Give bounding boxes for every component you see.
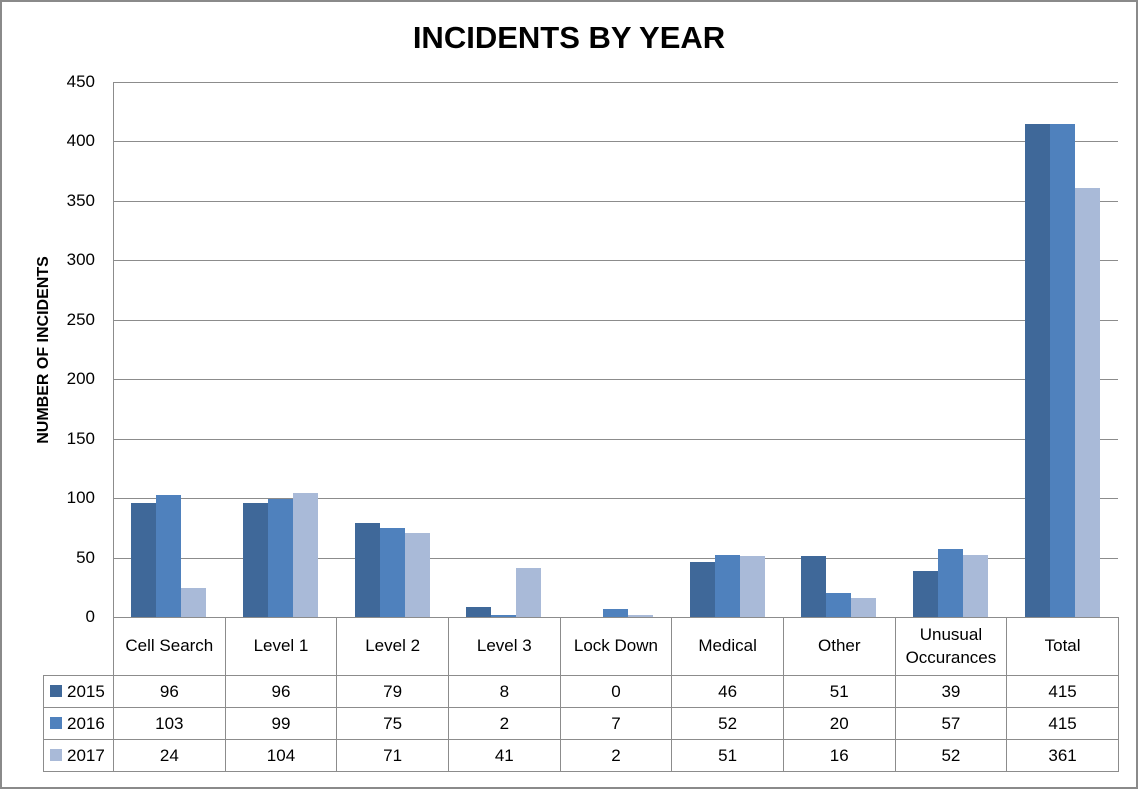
table-cell: 2 (447, 707, 561, 740)
table-cell: 51 (782, 675, 896, 708)
table-cell: 51 (671, 739, 784, 772)
table-cell: 96 (224, 675, 338, 708)
category-header: Level 3 (447, 617, 561, 676)
y-tick-label: 450 (66, 72, 95, 91)
bar-2017-unusual-occurances (963, 555, 988, 617)
table-cell: 46 (671, 675, 784, 708)
table-cell: 52 (894, 739, 1008, 772)
table-cell: 7 (559, 707, 673, 740)
category-header: Total (1006, 617, 1119, 676)
gridline (113, 82, 1118, 83)
bar-2015-medical (690, 562, 715, 617)
bar-2017-level-3 (516, 568, 541, 617)
y-tick-label: 350 (66, 191, 95, 210)
bar-2017-cell-search (181, 588, 206, 617)
table-cell: 24 (113, 739, 226, 772)
bar-2015-cell-search (131, 503, 156, 617)
gridline (113, 498, 1118, 499)
bar-2017-level-1 (293, 493, 318, 617)
legend-entry: 2016 (43, 707, 114, 740)
bar-2016-cell-search (156, 495, 181, 617)
table-cell: 103 (113, 707, 226, 740)
bar-2017-total (1075, 188, 1100, 617)
table-corner (43, 617, 114, 676)
gridline (113, 201, 1118, 202)
data-table: Cell Search Level 1 Level 2 Level 3 Lock Dow… (43, 617, 1119, 772)
gridline (113, 379, 1118, 380)
table-row: 2015 96 96 79 8 0 46 51 39 415 (43, 675, 1119, 708)
table-cell: 20 (782, 707, 896, 740)
category-header: Unusual Occurances (894, 617, 1008, 676)
legend-label: 2016 (67, 713, 105, 733)
bar-2017-level-2 (405, 533, 430, 617)
table-cell: 39 (894, 675, 1008, 708)
table-cell: 41 (447, 739, 561, 772)
table-cell: 71 (336, 739, 449, 772)
legend-swatch-icon (50, 685, 62, 698)
legend-entry: 2017 (43, 739, 114, 772)
gridline (113, 320, 1118, 321)
bar-2016-level-1 (268, 499, 293, 617)
table-cell: 99 (224, 707, 338, 740)
gridline (113, 439, 1118, 440)
category-header: Other (782, 617, 896, 676)
chart-title: INCIDENTS BY YEAR (412, 20, 726, 55)
legend-label: 2015 (67, 681, 105, 701)
y-tick-label: 200 (66, 369, 95, 388)
y-tick-label: 300 (66, 250, 95, 269)
legend-entry: 2015 (43, 675, 114, 708)
category-header: Medical (671, 617, 784, 676)
table-cell: 415 (1006, 675, 1119, 708)
table-cell: 361 (1006, 739, 1119, 772)
legend-swatch-icon (50, 749, 62, 762)
bar-2015-level-1 (243, 503, 268, 617)
table-cell: 8 (447, 675, 561, 708)
legend-swatch-icon (50, 717, 62, 730)
table-cell: 52 (671, 707, 784, 740)
table-cell: 0 (559, 675, 673, 708)
bar-2015-total (1025, 124, 1050, 617)
table-cell: 2 (559, 739, 673, 772)
bar-2016-level-2 (380, 528, 405, 617)
bar-2016-total (1050, 124, 1075, 617)
bar-2016-other (826, 593, 851, 617)
bar-2016-medical (715, 555, 740, 617)
table-cell: 16 (782, 739, 896, 772)
table-cell: 75 (336, 707, 449, 740)
table-row: 2017 24 104 71 41 2 51 16 52 361 (43, 739, 1119, 772)
category-header: Level 2 (336, 617, 449, 676)
y-tick-label: 100 (66, 488, 95, 507)
gridline (113, 260, 1118, 261)
bar-2016-unusual-occurances (938, 549, 963, 617)
y-tick-label: 400 (66, 131, 95, 150)
y-axis-line (113, 82, 114, 617)
table-row: 2016 103 99 75 2 7 52 20 57 415 (43, 707, 1119, 740)
bar-2015-level-3 (466, 607, 491, 617)
bar-2017-other (851, 598, 876, 617)
bar-2017-lock-down (628, 615, 653, 617)
bar-2017-medical (740, 556, 765, 617)
category-header: Cell Search (113, 617, 226, 676)
gridline (113, 141, 1118, 142)
table-cell: 104 (224, 739, 338, 772)
table-cell: 79 (336, 675, 449, 708)
gridline (113, 558, 1118, 559)
y-tick-label: 0 (85, 607, 95, 626)
table-cell: 415 (1006, 707, 1119, 740)
y-tick-label: 150 (66, 429, 95, 448)
bar-2015-level-2 (355, 523, 380, 617)
y-tick-label: 50 (76, 548, 95, 567)
bar-2015-other (801, 556, 826, 617)
table-cell: 96 (113, 675, 226, 708)
bar-2015-unusual-occurances (913, 571, 938, 617)
category-header: Level 1 (224, 617, 338, 676)
bar-2016-level-3 (491, 615, 516, 617)
y-axis-label: NUMBER OF INCIDENTS (35, 256, 52, 444)
bar-2016-lock-down (603, 609, 628, 617)
category-header: Lock Down (559, 617, 673, 676)
table-cell: 57 (894, 707, 1008, 740)
legend-label: 2017 (67, 745, 105, 765)
y-tick-label: 250 (66, 310, 95, 329)
